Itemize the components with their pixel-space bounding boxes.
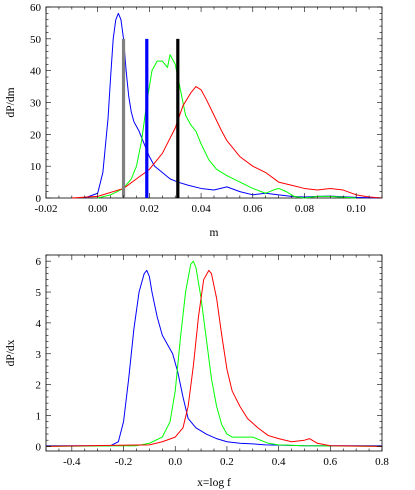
top-chart-x-tick-label: 0.00 <box>88 203 108 215</box>
bottom-chart-x-tick-label: 0.2 <box>220 456 234 468</box>
bottom-chart-x-tick-label: 0.8 <box>375 456 389 468</box>
top-chart-y-tick-label: 40 <box>30 66 42 78</box>
top-chart-series-0-line <box>84 12 383 199</box>
bottom-chart-y-tick-label: 2 <box>36 380 42 392</box>
bottom-chart-x-tick-label: -0.4 <box>63 456 81 468</box>
bottom-chart-series-0-line <box>46 269 382 447</box>
bottom-chart-y-tick-label: 6 <box>36 256 42 268</box>
bottom-chart-y-tick-label: 3 <box>36 349 42 361</box>
top-chart-x-tick-label: -0.02 <box>35 203 58 215</box>
bottom-chart-y-tick-label: 0 <box>36 441 42 453</box>
bottom-chart-y-ticks: 0 1 2 3 4 5 6 <box>36 254 382 453</box>
bottom-chart-series-1-line <box>45 260 383 447</box>
top-chart-y-tick-label: 50 <box>30 34 42 46</box>
top-chart-y-tick-label: 30 <box>30 98 42 110</box>
bottom-chart-y-tick-label: 1 <box>36 411 42 423</box>
top-chart-y-axis-label: dP/dm <box>5 87 17 117</box>
top-chart: -0.02 0.00 0.02 0.04 0.06 0.08 0.10 0 10 20 30 40 5… <box>5 2 383 239</box>
top-chart-frame <box>45 6 383 199</box>
top-chart-series-1-line <box>97 54 357 199</box>
bottom-chart-series-2-line <box>45 269 383 447</box>
bottom-chart-x-tick-label: -0.2 <box>115 456 132 468</box>
top-chart-x-tick-label: 0.04 <box>191 203 211 215</box>
top-chart-y-tick-label: 60 <box>30 2 42 14</box>
top-chart-vertical-bars <box>121 38 180 198</box>
top-chart-y-tick-label: 0 <box>36 193 42 205</box>
bottom-chart-x-axis-label: x=log f <box>197 477 231 489</box>
top-chart-y-ticks: 0 10 20 30 40 50 60 <box>30 2 382 205</box>
bottom-chart-y-tick-label: 4 <box>36 318 42 330</box>
top-chart-x-tick-label: 0.06 <box>243 203 263 215</box>
bottom-chart-y-axis-label: dP/dx <box>5 339 17 366</box>
bottom-chart-x-ticks: -0.4 -0.2 0.0 0.2 0.4 0.6 0.8 <box>45 255 389 468</box>
bottom-chart-curves <box>45 260 383 447</box>
top-chart-y-tick-label: 10 <box>30 161 42 173</box>
top-chart-x-axis-label: m <box>210 227 219 239</box>
bottom-chart-x-tick-label: 0.0 <box>168 456 182 468</box>
top-chart-curves <box>71 12 383 199</box>
bottom-chart-x-tick-label: 0.4 <box>272 456 286 468</box>
bottom-chart-y-tick-label: 5 <box>36 287 42 299</box>
top-chart-x-tick-label: 0.02 <box>140 203 159 215</box>
bottom-chart-x-tick-label: 0.6 <box>323 456 337 468</box>
top-chart-x-ticks: -0.02 0.00 0.02 0.04 0.06 0.08 0.10 <box>35 7 383 215</box>
top-chart-x-tick-label: 0.08 <box>295 203 315 215</box>
top-chart-x-tick-label: 0.10 <box>347 203 367 215</box>
top-chart-y-tick-label: 20 <box>30 129 42 141</box>
top-chart-series-2-line <box>71 86 383 199</box>
